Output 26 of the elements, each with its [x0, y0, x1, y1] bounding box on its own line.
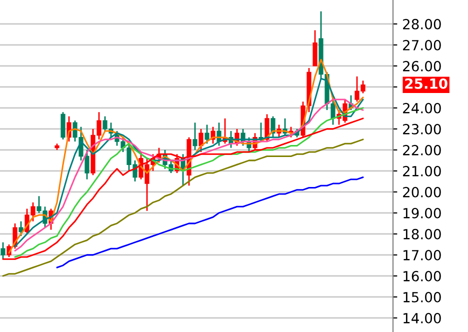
candlestick: [204, 124, 210, 144]
y-tick-label: 18.00: [404, 228, 441, 240]
candlestick: [312, 30, 318, 67]
y-tick-label: 14.00: [404, 312, 441, 324]
candlestick: [192, 122, 198, 151]
line-series: [2, 138, 364, 277]
y-tick-label: 22.00: [403, 144, 441, 156]
candlestick: [60, 111, 66, 140]
line-series: [56, 176, 364, 268]
y-tick-label: 27.00: [403, 40, 441, 50]
candlestick: [264, 114, 270, 142]
y-tick-label: 16.00: [404, 270, 441, 282]
candlestick: [0, 242, 6, 260]
y-tick-label: 15.00: [404, 292, 441, 302]
y-tick-label: 17.00: [404, 250, 441, 260]
y-tick-label: 24.00: [403, 102, 441, 114]
y-tick-label: 28.00: [403, 18, 441, 30]
candlestick: [270, 116, 276, 138]
y-tick-label: 20.00: [403, 186, 441, 198]
y-tick-label: 23.00: [403, 124, 441, 134]
y-tick-label: 19.00: [404, 208, 441, 218]
candlestick: [198, 128, 204, 153]
y-tick-label: 21.00: [403, 166, 441, 176]
y-tick-label: 26.00: [403, 60, 441, 72]
text: 25.10: [405, 78, 448, 89]
candlestick: [84, 149, 90, 180]
